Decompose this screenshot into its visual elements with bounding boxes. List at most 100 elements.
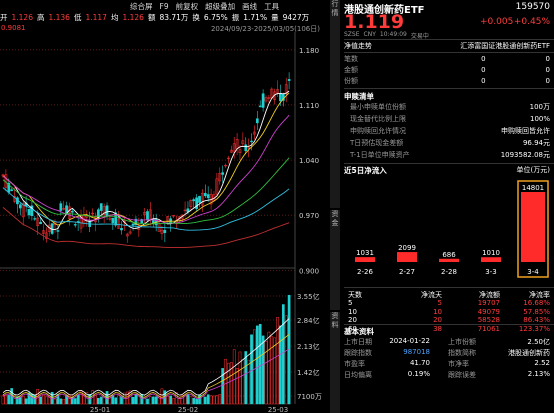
right-tab-1[interactable]: 行情	[330, 0, 340, 208]
time-label: 10:49:09	[379, 31, 407, 38]
kline-chart[interactable]: 1.180 1.110 1.040 0.970 0.900 3.55亿 2.84亿 2.13亿…	[0, 32, 328, 413]
price-axis-label: 0.900	[299, 267, 319, 275]
subscription-row: 申购赎回允许情况 申购赎回皆允许	[350, 126, 550, 136]
candle-body	[163, 229, 167, 234]
volume-bar	[238, 351, 242, 405]
volume-bar	[33, 394, 37, 405]
basics-value-1: 0.19%	[407, 370, 430, 378]
candle-body	[253, 131, 256, 135]
basics-value-2: 港股通创新药	[508, 349, 550, 357]
ma5-line	[2, 90, 290, 231]
candle-body	[172, 215, 175, 217]
volume-bar	[247, 359, 251, 405]
volume-bar	[13, 395, 16, 405]
volume-bar	[195, 398, 198, 405]
volume-bar	[215, 395, 219, 405]
volume-bar	[97, 397, 100, 405]
basic-row: 笔数 0 0	[344, 54, 550, 64]
volume-bar	[94, 395, 97, 405]
candle-body	[21, 203, 25, 218]
volume-axis-label: 2.84亿	[297, 316, 320, 325]
candle-body	[120, 227, 123, 231]
inflow-date-label: 3-4	[527, 268, 539, 276]
volume-bar	[166, 395, 170, 405]
subscription-row-label: 现金替代比例上限	[350, 115, 406, 123]
toolbar-overlay-button[interactable]: 超级叠加	[205, 1, 236, 11]
volume-bar	[279, 325, 282, 405]
fund-change: +0.005	[480, 17, 514, 27]
high-label: 高	[36, 13, 45, 22]
volume-bar	[244, 351, 248, 405]
candle-body	[227, 157, 230, 160]
candle-body	[30, 205, 34, 217]
basics-row: 市盈率 41.70 市净率 2.52	[344, 359, 550, 369]
basics-value-2: 2.13%	[527, 370, 550, 378]
volume-bar	[206, 394, 210, 405]
volume-bar	[160, 388, 164, 405]
volume-bar	[62, 398, 66, 405]
nav-row[interactable]: 净值走势 汇添富国证港股通创新药ETF	[344, 41, 550, 51]
subscription-title: 申赎清单	[344, 92, 374, 101]
candle-body	[287, 79, 291, 81]
candle-body	[229, 149, 233, 153]
basic-row-value-1: 0	[481, 66, 486, 74]
volume-bar	[27, 392, 31, 405]
volume-bar	[102, 394, 106, 405]
inflow-date-label: 2-28	[441, 268, 457, 276]
vol-ma20-line	[2, 348, 290, 400]
right-tab-2[interactable]: 资金	[330, 210, 340, 310]
right-tab-3[interactable]: 资料	[330, 312, 340, 413]
toolbar-f9-button[interactable]: F9	[159, 1, 169, 11]
basics-row: 跟踪指数 987018 指数简称 港股通创新药	[344, 348, 550, 358]
inflow-date-label: 2-27	[399, 268, 415, 276]
candle-body	[267, 97, 271, 99]
candle-body	[128, 231, 132, 234]
flow-table-cell: 49079	[477, 307, 500, 316]
volume-bar	[209, 395, 213, 405]
basic-row-label: 金额	[344, 66, 358, 74]
candle-body	[218, 173, 222, 182]
volume-bar	[149, 396, 152, 405]
basic-row-value-2: 0	[545, 77, 550, 85]
turnover-value: 6.75%	[203, 13, 228, 22]
toolbar-composite-button[interactable]: 综合屏	[130, 1, 153, 11]
basics-value-2: 2.50亿	[527, 338, 550, 346]
volume-bar	[42, 394, 45, 405]
basics-row: 上市日期 2024-01-22 上市份额 2.50亿	[344, 337, 550, 347]
flow-table-cell: 10	[348, 307, 357, 316]
flow-table-cell: 86.43%	[523, 316, 550, 324]
basics-label-2: 市净率	[448, 360, 469, 368]
candle-body	[91, 212, 94, 215]
basics-row: 日均偏离 0.19% 跟踪误差 2.13%	[344, 370, 550, 380]
range-row: 0.9081 2024/09/23-2025/03/05(106日)	[0, 23, 328, 33]
subscription-row: 最小申赎单位份额 100万	[350, 102, 550, 112]
candle-body	[114, 212, 118, 226]
toolbar-tools-button[interactable]: 工具	[264, 1, 280, 11]
candle-body	[68, 206, 71, 219]
volume-bar	[261, 335, 265, 405]
amount-value: 83.71万	[159, 13, 189, 22]
volume-bar	[218, 394, 222, 405]
candle-body	[108, 217, 112, 220]
inflow-date-label: 3-3	[485, 268, 496, 276]
basic-row-label: 份额	[344, 77, 358, 85]
x-axis-label: 25-03	[268, 406, 288, 413]
basics-label-2: 指数简称	[448, 349, 476, 357]
candle-body	[39, 221, 42, 225]
basics-label-1: 市盈率	[344, 360, 365, 368]
candle-body	[180, 214, 184, 219]
volume-bar	[212, 395, 216, 405]
price-axis-label: 1.180	[299, 47, 319, 55]
basic-row-value-1: 0	[481, 55, 486, 63]
toolbar-draw-button[interactable]: 画线	[242, 1, 258, 11]
candle-body	[73, 224, 77, 226]
candle-body	[238, 149, 242, 154]
candle-body	[232, 143, 236, 153]
toolbar-adjust-button[interactable]: 前复权	[175, 1, 199, 11]
candle-body	[18, 204, 22, 209]
basics-title: 基本资料	[344, 327, 374, 336]
volume-bar	[39, 396, 42, 405]
basics-value-1: 41.70	[409, 359, 430, 367]
volume-bar	[180, 394, 184, 405]
open-value: 1.126	[11, 13, 33, 22]
